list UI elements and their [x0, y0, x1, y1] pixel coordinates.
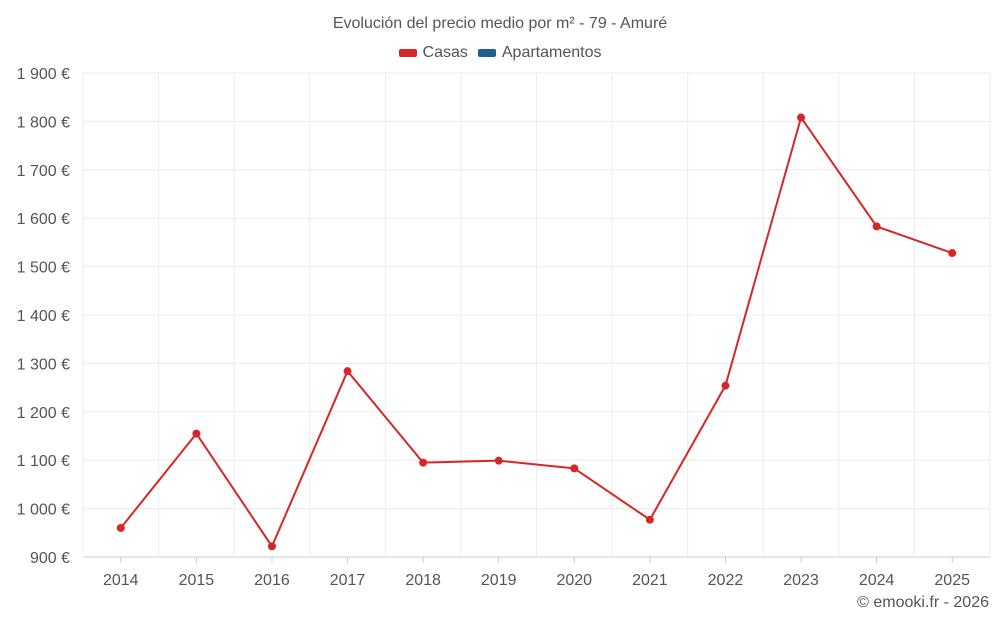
y-tick-label: 1 900 € [17, 66, 70, 83]
x-tick-label: 2019 [481, 572, 517, 589]
data-point [948, 249, 957, 258]
legend-swatch-apartamentos [477, 49, 496, 57]
x-tick-label: 2022 [708, 572, 744, 589]
copyright-credit: © emooki.fr - 2026 [857, 594, 989, 611]
x-tick-label: 2023 [783, 572, 819, 589]
x-tick-label: 2015 [179, 572, 215, 589]
data-point [721, 381, 730, 390]
legend-swatch-casas [398, 49, 417, 57]
y-tick-label: 1 400 € [17, 308, 70, 325]
x-tick-label: 2021 [632, 572, 668, 589]
data-point [343, 367, 352, 376]
data-point [494, 456, 503, 465]
data-point [419, 458, 428, 467]
x-tick-label: 2017 [330, 572, 366, 589]
chart-legend: Casas Apartamentos [0, 44, 1000, 62]
y-tick-label: 900 € [30, 550, 70, 567]
x-tick-label: 2016 [254, 572, 290, 589]
series-line-casas [120, 116, 953, 548]
y-tick-label: 1 800 € [17, 114, 70, 131]
x-tick-label: 2024 [859, 572, 895, 589]
y-tick-label: 1 000 € [17, 502, 70, 519]
x-tick-label: 2018 [405, 572, 441, 589]
x-tick-label: 2025 [934, 572, 970, 589]
data-point [267, 542, 276, 551]
legend-item-apartamentos[interactable]: Apartamentos [477, 44, 602, 62]
y-tick-label: 1 300 € [17, 356, 70, 373]
data-point [797, 113, 806, 122]
legend-label-apartamentos: Apartamentos [501, 44, 602, 61]
data-point [570, 464, 579, 473]
legend-item-casas[interactable]: Casas [398, 44, 468, 62]
x-tick-label: 2014 [103, 572, 139, 589]
data-point [192, 429, 201, 438]
chart-title: Evolución del precio medio por m² - 79 -… [332, 15, 668, 32]
y-tick-label: 1 100 € [17, 453, 70, 470]
data-point [872, 222, 881, 231]
y-tick-label: 1 200 € [17, 405, 70, 422]
data-point [645, 515, 654, 524]
x-tick-label: 2020 [556, 572, 592, 589]
y-tick-label: 1 700 € [17, 163, 70, 180]
y-tick-label: 1 600 € [17, 211, 70, 228]
y-tick-label: 1 500 € [17, 260, 70, 277]
legend-label-casas: Casas [422, 44, 468, 61]
data-point [116, 523, 125, 532]
